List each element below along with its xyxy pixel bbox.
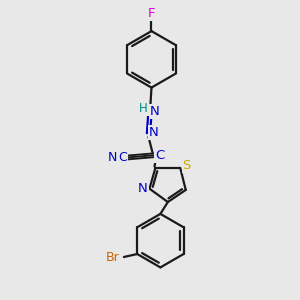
Text: Br: Br (106, 251, 120, 264)
Text: S: S (183, 159, 191, 172)
Text: H: H (139, 102, 148, 115)
Text: N: N (138, 182, 148, 195)
Text: N: N (108, 151, 117, 164)
Text: C: C (118, 151, 127, 164)
Text: C: C (155, 148, 164, 162)
Text: N: N (149, 126, 158, 139)
Text: N: N (150, 105, 160, 118)
Text: F: F (148, 8, 155, 20)
